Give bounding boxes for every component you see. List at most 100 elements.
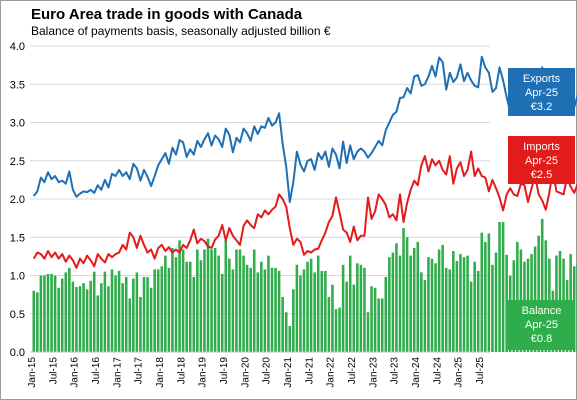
balance-bar [217, 255, 220, 352]
x-tick-label: Jul-17 [134, 357, 145, 385]
legend-exports-value: €3.2 [530, 101, 553, 113]
balance-bar [252, 249, 256, 352]
balance-bar [249, 267, 252, 352]
legend-imports-value: €2.5 [530, 169, 553, 181]
legend-balance-value: €0.8 [530, 333, 553, 345]
balance-bar [164, 255, 167, 352]
balance-bar [423, 280, 427, 352]
y-tick-label: 3.0 [10, 118, 25, 130]
balance-bar [117, 270, 121, 352]
balance-bar [203, 249, 206, 352]
balance-bar [89, 280, 92, 352]
balance-bar [196, 249, 199, 352]
balance-bar [348, 255, 352, 352]
balance-bar [487, 233, 491, 352]
balance-bar [192, 277, 196, 352]
x-tick-label: Jul-21 [304, 357, 315, 385]
x-tick-label: Jan-15 [27, 357, 38, 388]
balance-bar [327, 296, 331, 352]
balance-bar [484, 241, 487, 352]
balance-bar [420, 272, 423, 352]
balance-bar [178, 240, 181, 352]
balance-bar [171, 247, 174, 352]
balance-bar [498, 221, 501, 352]
balance-bar [434, 263, 437, 352]
balance-bar [213, 247, 217, 352]
balance-bar [295, 264, 299, 352]
legend-imports: Imports Apr-25 €2.5 [508, 136, 575, 184]
balance-bar [139, 296, 142, 352]
balance-bar [263, 269, 267, 352]
balance-bar [316, 255, 320, 352]
balance-bar [331, 284, 334, 352]
balance-bar [388, 257, 391, 352]
balance-bar [405, 237, 409, 352]
balance-bar [398, 255, 402, 352]
balance-bar [132, 278, 135, 352]
balance-bar [128, 298, 132, 352]
balance-bar [153, 269, 156, 352]
balance-bar [64, 272, 68, 352]
balance-bar [473, 261, 476, 352]
x-tick-label: Jul-22 [347, 357, 358, 385]
balance-bar [206, 238, 210, 352]
balance-bar [32, 290, 36, 352]
legend-exports-date: Apr-25 [524, 87, 559, 99]
balance-bars [32, 218, 577, 352]
balance-bar [370, 286, 373, 352]
balance-bar [220, 273, 224, 352]
balance-bar [516, 241, 519, 352]
y-tick-label: 0.5 [10, 309, 25, 321]
y-tick-label: 3.5 [10, 79, 25, 91]
y-tick-label: 2.0 [10, 194, 25, 206]
balance-bar [110, 269, 114, 352]
balance-bar [501, 221, 505, 352]
balance-bar [174, 257, 178, 352]
balance-bar [366, 312, 370, 352]
balance-bar [412, 247, 416, 352]
balance-bar [313, 272, 316, 352]
balance-bar [533, 246, 537, 352]
balance-bar [71, 281, 75, 352]
balance-bar [238, 249, 242, 352]
balance-bar [505, 254, 508, 352]
balance-bar [277, 270, 281, 352]
legend-imports-date: Apr-25 [524, 155, 559, 167]
balance-bar [107, 286, 110, 352]
balance-bar [480, 232, 484, 352]
y-tick-label: 2.5 [10, 156, 25, 168]
balance-bar [320, 270, 324, 352]
balance-bar [124, 277, 128, 352]
x-tick-label: Jan-22 [326, 357, 337, 388]
balance-bar [395, 243, 398, 352]
balance-bar [444, 267, 448, 352]
balance-bar [402, 228, 405, 352]
balance-bar [309, 258, 313, 352]
y-tick-label: 1.5 [10, 232, 25, 244]
x-tick-label: Jan-20 [240, 357, 251, 388]
balance-bar [160, 266, 164, 352]
balance-bar [494, 252, 498, 352]
balance-bar [299, 275, 302, 352]
balance-bar [231, 269, 235, 352]
legend-imports-name: Imports [523, 141, 560, 153]
exports-line [32, 55, 577, 204]
balance-bar [146, 277, 149, 352]
balance-bar [491, 264, 494, 352]
balance-bar [292, 289, 295, 352]
balance-bar [53, 275, 57, 352]
balance-bar [103, 271, 107, 352]
balance-bar [242, 255, 245, 352]
balance-bar [188, 261, 192, 352]
balance-bar [459, 254, 462, 352]
x-axis-ticks: Jan-15 Jul-15 Jan-16 Jul-16 Jan-17 Jul-17 Jan-… [27, 357, 486, 388]
balance-bar [96, 295, 100, 352]
balance-bar [75, 286, 78, 352]
balance-bar [544, 240, 548, 352]
balance-bar [185, 261, 188, 352]
balance-bar [260, 261, 263, 352]
x-tick-label: Jan-18 [155, 357, 166, 388]
imports-line [32, 150, 577, 269]
balance-bar [537, 235, 540, 352]
x-tick-label: Jul-15 [48, 357, 59, 385]
